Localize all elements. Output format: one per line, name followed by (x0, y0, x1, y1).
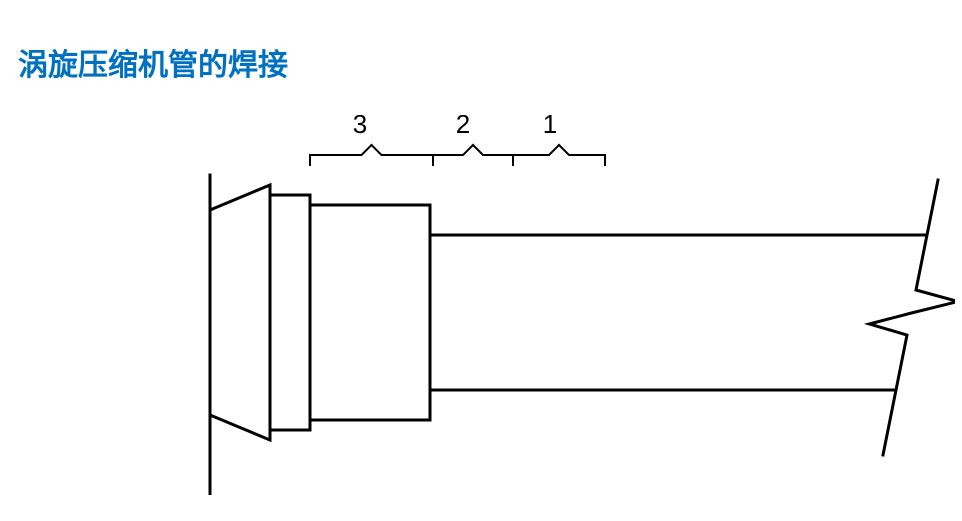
zone-label-3: 3 (353, 115, 367, 139)
diagram-svg: 3 2 1 (185, 115, 955, 495)
sleeve-rect (310, 205, 430, 420)
collar-rect (270, 195, 310, 430)
diagram-title: 涡旋压缩机管的焊接 (18, 40, 288, 84)
pipe-welding-diagram: 3 2 1 (185, 115, 955, 495)
break-mask (869, 180, 955, 455)
bracket-left-3 (310, 145, 372, 165)
bracket-left-1 (513, 145, 559, 165)
zone-label-1: 1 (543, 115, 557, 139)
zone-label-2: 2 (456, 115, 470, 139)
bracket-right-1 (559, 145, 605, 165)
bracket-left-2 (433, 145, 473, 165)
bracket-right-3 (372, 145, 434, 165)
flange-trapezoid (210, 185, 270, 440)
bracket-right-2 (473, 145, 513, 165)
